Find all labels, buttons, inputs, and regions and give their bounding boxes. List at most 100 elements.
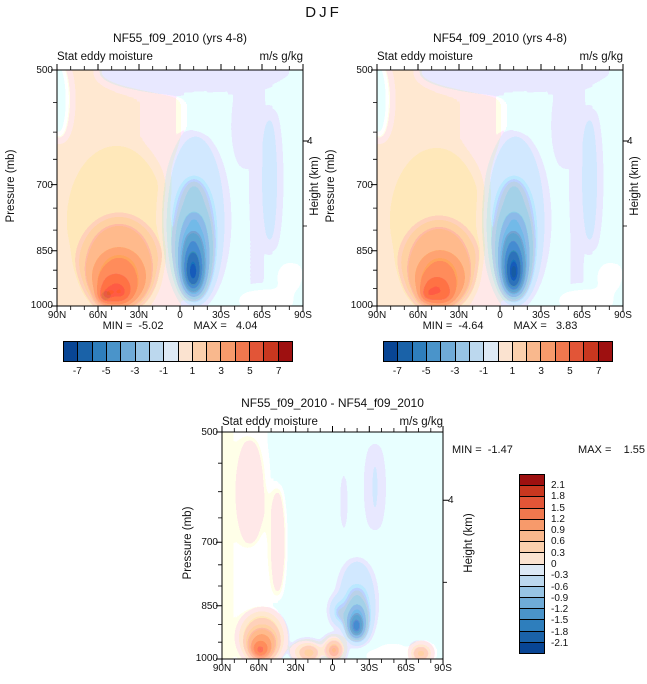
x-tick-label: 30N (286, 663, 305, 674)
panel-title-nf55: NF55_f09_2010 (yrs 4-8) (112, 31, 248, 45)
pressure-tick-label: 500 (356, 65, 373, 76)
x-tick-label: 30N (129, 310, 149, 321)
colorbar-tick-label: 0.3 (551, 548, 565, 559)
colorbar-cell (105, 342, 121, 361)
colorbar-tick-label: -7 (392, 366, 402, 377)
panel-title-diff: NF55_f09_2010 - NF54_f09_2010 (241, 396, 424, 410)
pressure-axis-label: Pressure (mb) (5, 149, 17, 223)
colorbar-tick-label: -5 (101, 366, 111, 377)
figure-title: DJF (305, 4, 342, 21)
axis-major-ticks (51, 64, 309, 312)
latitude-tick-labels: 90N 60N 30N 0 30S 60S 90S (48, 310, 312, 322)
x-tick-label: 60S (397, 663, 416, 674)
panel-subtitle-row: Stat eddy moisture m/s g/kg (57, 51, 303, 63)
x-tick-label: 0 (497, 310, 503, 321)
x-tick-label: 90S (434, 663, 452, 674)
pressure-tick-label: 850 (36, 246, 53, 257)
pressure-tick-labels: 500 700 850 1000 (339, 65, 373, 311)
colorbar-tick-label: -7 (72, 366, 82, 377)
colorbar-tick-label: 3 (218, 366, 224, 377)
colorbar-tick-label: -3 (130, 366, 140, 377)
colorbar-tick-label: 5 (567, 366, 573, 377)
units-label: m/s g/kg (399, 416, 443, 428)
colorbar-cell (597, 342, 612, 361)
height-axis-label: Height (km) (463, 513, 475, 573)
colorbar-cell (569, 342, 584, 361)
pressure-tick-label: 500 (201, 427, 218, 438)
colorbar-tick-label: 0 (551, 559, 557, 570)
min-value-text: MIN = -5.02 (102, 320, 164, 332)
colorbar-cell (454, 342, 469, 361)
minmax-row: MIN = -1.47 MAX = 1.55 (452, 444, 645, 456)
x-tick-label: 30N (449, 310, 469, 321)
colorbar-cell (177, 342, 192, 361)
colorbar-cell (520, 641, 544, 653)
contour-field (57, 70, 303, 306)
pressure-tick-label: 500 (36, 65, 53, 76)
height-tick-label: 4 (307, 136, 313, 147)
minmax-row: MIN = -4.64 MAX = 3.83 (377, 320, 623, 332)
x-tick-label: 30S (532, 310, 550, 321)
colorbar-tick-labels: -7 -5 -3 -1 1 3 5 7 (383, 366, 613, 378)
max-value-text: MAX = 1.55 (578, 444, 645, 456)
min-value-text: MIN = -1.47 (452, 444, 513, 456)
colorbar-cell (520, 529, 544, 542)
height-axis-label: Height (km) (309, 156, 321, 216)
axis-major-ticks (216, 426, 449, 665)
max-value-text: MAX = 4.04 (193, 320, 258, 332)
colorbar-cell (263, 342, 278, 361)
pressure-axis-label: Pressure (mb) (325, 149, 337, 223)
contour-plot-svg (216, 426, 449, 665)
x-tick-label: 60N (408, 310, 428, 321)
x-tick-label: 90S (614, 310, 632, 321)
colorbar-cell (411, 342, 426, 361)
axis-major-ticks (371, 64, 629, 312)
pressure-tick-label: 700 (356, 180, 373, 191)
colorbar-tick-label: 1.2 (551, 514, 565, 525)
colorbar-cell (120, 342, 135, 361)
colorbar-cell (583, 342, 598, 361)
x-tick-label: 60S (253, 310, 271, 321)
colorbar-cell (520, 630, 544, 642)
colorbar-tick-label: 2.1 (551, 480, 565, 491)
x-tick-label: 0 (329, 663, 336, 674)
colorbar-tick-label: 1.5 (551, 503, 565, 514)
contour-field (222, 432, 443, 659)
panel-subtitle-row: Stat eddy moisture m/s g/kg (377, 51, 623, 63)
pressure-tick-labels: 500 700 850 1000 (19, 65, 53, 311)
colorbar-cell (540, 342, 555, 361)
colorbar-cell (520, 552, 544, 564)
variable-label: Stat eddy moisture (222, 416, 318, 428)
units-label: m/s g/kg (579, 51, 623, 63)
colorbar-cell (64, 342, 78, 361)
colorbar-cell (191, 342, 207, 361)
latitude-tick-labels: 90N 60N 30N 0 30S 60S 90S (213, 663, 452, 675)
pressure-tick-labels: 500 700 850 1000 (184, 427, 218, 664)
colorbar-nf55 (63, 341, 293, 362)
variable-label: Stat eddy moisture (57, 51, 153, 63)
x-tick-label: 90N (212, 663, 232, 674)
x-tick-label: 90S (294, 310, 312, 321)
colorbar-cell (511, 342, 527, 361)
colorbar-cell (520, 563, 544, 575)
min-value-text: MIN = -4.64 (422, 320, 484, 332)
axis-minor-ticks (218, 428, 447, 663)
colorbar-tick-label: 3 (538, 366, 544, 377)
colorbar-cell (520, 475, 544, 486)
contour-plot-svg (371, 64, 629, 312)
x-tick-label: 30S (360, 663, 379, 674)
colorbar-tick-label: 7 (275, 366, 282, 377)
colorbar-tick-label: -2.1 (551, 638, 569, 649)
colorbar-cell (520, 597, 544, 609)
minmax-row: MIN = -5.02 MAX = 4.04 (57, 320, 303, 332)
variable-label: Stat eddy moisture (377, 51, 473, 63)
panel-subtitle-row: Stat eddy moisture m/s g/kg (222, 416, 443, 428)
colorbar-tick-label: -1 (479, 366, 489, 377)
height-tick-label: 4 (627, 136, 633, 147)
x-tick-label: 60N (88, 310, 108, 321)
colorbar-tick-label: 0.9 (551, 525, 565, 536)
latitude-tick-labels: 90N 60N 30N 0 30S 60S 90S (368, 310, 632, 322)
axis-minor-ticks (373, 66, 627, 310)
colorbar-cell (440, 342, 455, 361)
colorbar-cell (148, 342, 164, 361)
